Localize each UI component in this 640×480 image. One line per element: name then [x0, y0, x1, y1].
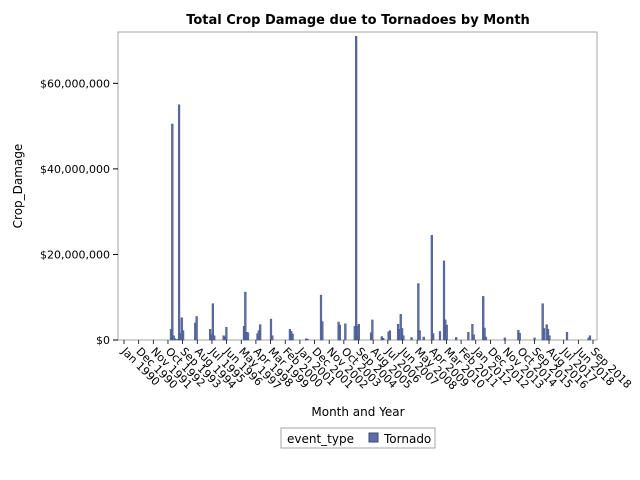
bar — [483, 327, 486, 341]
bar — [259, 324, 262, 341]
bar — [388, 330, 392, 341]
bar — [344, 323, 347, 341]
bar — [422, 336, 425, 341]
legend-box — [280, 427, 436, 449]
bar — [542, 328, 546, 341]
bar — [503, 337, 506, 341]
bar — [547, 329, 550, 341]
x-axis-label: Month and Year — [311, 405, 404, 419]
bar — [371, 319, 374, 341]
bar — [518, 332, 521, 341]
bar — [355, 36, 358, 341]
bar-series — [169, 36, 592, 341]
bar — [410, 337, 413, 341]
plot-area — [117, 31, 598, 341]
bar — [445, 324, 448, 341]
bar — [467, 332, 470, 341]
bar — [432, 333, 435, 341]
bar — [182, 330, 185, 341]
bar — [195, 316, 198, 341]
bar — [291, 333, 294, 341]
bar — [482, 296, 485, 341]
bar — [177, 104, 181, 341]
bar — [588, 335, 592, 341]
bar — [246, 332, 250, 341]
chart-title: Total Crop Damage due to Tornadoes by Mo… — [186, 13, 530, 28]
bar — [430, 234, 433, 341]
bar — [180, 317, 183, 341]
bar — [472, 334, 475, 341]
y-axis-label: Crop_Damage — [11, 144, 25, 229]
bar — [438, 331, 442, 341]
legend: event_type Tornado — [280, 427, 436, 449]
bar — [382, 338, 385, 341]
bar — [357, 323, 360, 341]
bar — [471, 323, 474, 341]
y-tick-label: $40,000,000 — [40, 163, 110, 176]
y-axis: $0 $20,000,000 $40,000,000 $60,000,000 — [40, 77, 118, 347]
bar — [321, 321, 324, 341]
bar — [269, 318, 273, 341]
bar — [171, 123, 174, 341]
bar — [225, 326, 228, 341]
y-tick-label: $0 — [96, 334, 110, 347]
bar — [442, 260, 446, 341]
legend-entry-tornado: Tornado — [383, 432, 431, 446]
bar — [565, 332, 569, 341]
legend-title: event_type — [287, 432, 354, 446]
bar — [484, 336, 488, 341]
bar — [418, 330, 421, 341]
bar — [402, 335, 405, 341]
bar — [306, 338, 309, 341]
bar — [455, 337, 458, 341]
bar — [541, 303, 544, 341]
bar — [338, 324, 342, 341]
bar — [211, 303, 214, 341]
bar — [271, 335, 274, 341]
y-tick-label: $20,000,000 — [40, 248, 110, 261]
y-tick-label: $60,000,000 — [40, 77, 110, 90]
bar — [548, 335, 551, 341]
bar — [172, 335, 175, 341]
legend-swatch-tornado — [368, 432, 379, 443]
bar — [417, 283, 420, 341]
bar — [533, 337, 536, 341]
bar — [319, 294, 323, 341]
bar — [209, 329, 212, 341]
bar — [213, 335, 216, 341]
bar — [173, 338, 177, 341]
bar — [244, 291, 247, 341]
bar — [399, 314, 402, 341]
